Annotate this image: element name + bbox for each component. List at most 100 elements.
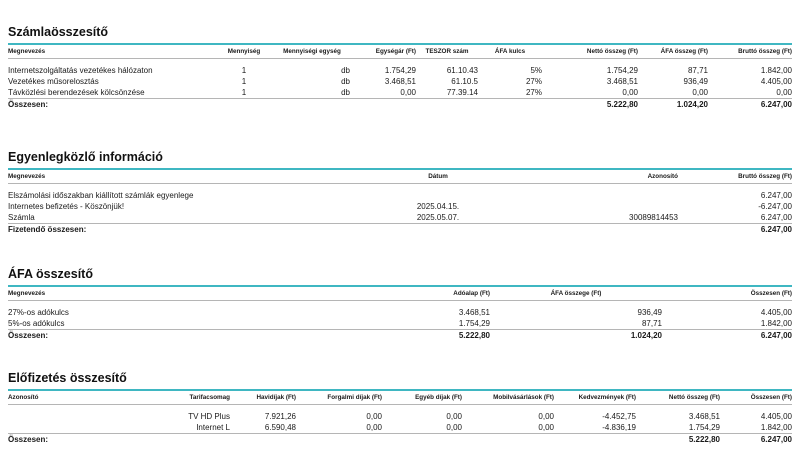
- table-row: Internetes befizetés - Köszönjük! 2025.04…: [8, 201, 792, 212]
- column-header: Mennyiség: [214, 45, 274, 59]
- table-cell: 1: [241, 76, 247, 86]
- table-row: 5%-os adókulcs 1.754,29 87,71 1.842,00: [8, 318, 792, 330]
- total-cell: 1.024,20: [638, 97, 708, 111]
- total-row: Fizetendő összesen: 6.247,00: [8, 222, 792, 236]
- table-cell: Számla: [8, 212, 35, 222]
- table-cell: 1.754,29: [384, 65, 416, 75]
- table-row: Internet L 6.590,48 0,00 0,00 0,00 -4.836,19 1…: [8, 422, 792, 434]
- column-header: Havidíjak (Ft): [230, 391, 296, 405]
- table-cell: Internetszolgáltatás vezetékes hálózaton: [8, 65, 153, 75]
- table-cell: -4.452,75: [602, 411, 636, 421]
- table-row: TV HD Plus 7.921,26 0,00 0,00 0,00 -4.452,75 3…: [8, 411, 792, 422]
- section-divider: [8, 389, 792, 391]
- column-header: Megnevezés: [8, 45, 214, 59]
- table-row: Távközlési berendezések kölcsönzése 1 db 0,…: [8, 87, 792, 99]
- column-header: Összesen (Ft): [720, 391, 792, 405]
- table-cell: db: [341, 87, 350, 97]
- column-header: Bruttó összeg (Ft): [708, 45, 792, 59]
- column-header: Bruttó összeg (Ft): [678, 170, 792, 184]
- section-divider: [8, 168, 792, 170]
- subscription-summary-table: Azonosító Tarifacsomag Havidíjak (Ft) Forga…: [8, 391, 792, 446]
- total-cell: [528, 222, 678, 236]
- table-cell: Internetes befizetés - Köszönjük!: [8, 201, 125, 211]
- table-cell: 5%-os adókulcs: [8, 318, 65, 328]
- table-cell: 87,71: [641, 318, 662, 328]
- table-cell: [8, 422, 148, 434]
- column-header: Tarifacsomag: [148, 391, 230, 405]
- vat-summary-title: ÁFA összesítő: [8, 267, 93, 281]
- column-header: Dátum: [348, 170, 528, 184]
- table-cell: 936,49: [637, 307, 662, 317]
- total-cell: Fizetendő összesen:: [8, 222, 348, 236]
- total-cell: Összesen:: [8, 328, 308, 342]
- vat-summary-section: ÁFA összesítő Megnevezés Adóalap (Ft) ÁFA …: [8, 266, 792, 342]
- column-header: Megnevezés: [8, 287, 308, 301]
- table-cell: 27%: [525, 87, 542, 97]
- column-header: Azonosító: [528, 170, 678, 184]
- table-cell: 1.754,29: [688, 422, 720, 432]
- table-cell: 0,00: [366, 411, 382, 421]
- total-cell: 5.222,80: [542, 97, 638, 111]
- total-cell: 6.247,00: [662, 328, 792, 342]
- column-header: Összesen (Ft): [662, 287, 792, 301]
- table-header-row: Megnevezés Mennyiség Mennyiségi egység Egys…: [8, 45, 792, 59]
- total-cell: [416, 97, 478, 111]
- subscription-summary-section: Előfizetés összesítő Azonosító Tarifacsom…: [8, 370, 792, 446]
- table-cell: 5%: [530, 65, 542, 75]
- total-cell: [478, 97, 542, 111]
- table-cell: 2025.05.07.: [416, 212, 460, 222]
- total-cell: 5.222,80: [636, 432, 720, 446]
- table-cell: 0,00: [622, 87, 638, 97]
- total-row: Összesen: 5.222,80 1.024,20 6.247,00: [8, 97, 792, 111]
- column-header: Nettó összeg (Ft): [636, 391, 720, 405]
- section-divider: [8, 285, 792, 287]
- table-cell: 1.842,00: [760, 422, 792, 432]
- total-row: Összesen: 5.222,80 1.024,20 6.247,00: [8, 328, 792, 342]
- table-cell: [528, 201, 678, 212]
- total-cell: [554, 432, 636, 446]
- table-cell: 0,00: [538, 422, 554, 432]
- table-cell: 3.468,51: [384, 76, 416, 86]
- table-cell: 6.247,00: [760, 212, 792, 222]
- total-cell: [296, 432, 382, 446]
- column-header: Egységár (Ft): [350, 45, 416, 59]
- table-cell: TV HD Plus: [188, 411, 230, 421]
- table-cell: 3.468,51: [688, 411, 720, 421]
- invoice-summary-title: Számlaösszesítő: [8, 25, 109, 39]
- table-cell: 1.842,00: [760, 65, 792, 75]
- table-cell: 30089814453: [629, 212, 678, 222]
- table-cell: 7.921,26: [264, 411, 296, 421]
- total-cell: [274, 97, 350, 111]
- table-cell: 0,00: [366, 422, 382, 432]
- table-cell: 4.405,00: [760, 76, 792, 86]
- total-cell: Összesen:: [8, 432, 148, 446]
- table-cell: 1.754,29: [606, 65, 638, 75]
- column-header: ÁFA összeg (Ft): [638, 45, 708, 59]
- table-cell: 61.10.5: [451, 76, 478, 86]
- column-header: TESZOR szám: [416, 45, 478, 59]
- table-cell: 936,49: [683, 76, 708, 86]
- table-row: Vezetékes műsorelosztás 1 db 3.468,51 61.10.…: [8, 76, 792, 87]
- table-cell: 1.842,00: [760, 318, 792, 328]
- table-cell: Elszámolási időszakban kiállított számlá…: [8, 190, 194, 200]
- total-cell: [348, 222, 528, 236]
- table-header-row: Megnevezés Adóalap (Ft) ÁFA összege (Ft) Ös…: [8, 287, 792, 301]
- table-cell: 77.39.14: [446, 87, 478, 97]
- table-header-row: Megnevezés Dátum Azonosító Bruttó összeg (F…: [8, 170, 792, 184]
- column-header: ÁFA kulcs: [478, 45, 542, 59]
- table-cell: 61.10.43: [446, 65, 478, 75]
- total-cell: [148, 432, 230, 446]
- table-cell: 27%: [525, 76, 542, 86]
- column-header: Azonosító: [8, 391, 148, 405]
- table-cell: db: [341, 76, 350, 86]
- balance-info-title: Egyenlegközlő információ: [8, 150, 163, 164]
- table-cell: Internet L: [196, 422, 230, 432]
- table-cell: [348, 190, 528, 201]
- total-cell: 5.222,80: [308, 328, 490, 342]
- table-cell: db: [341, 65, 350, 75]
- column-header: Mobilvásárlások (Ft): [462, 391, 554, 405]
- total-row: Összesen: 5.222,80 6.247,00: [8, 432, 792, 446]
- column-header: Adóalap (Ft): [308, 287, 490, 301]
- column-header: Egyéb díjak (Ft): [382, 391, 462, 405]
- table-cell: 0,00: [776, 87, 792, 97]
